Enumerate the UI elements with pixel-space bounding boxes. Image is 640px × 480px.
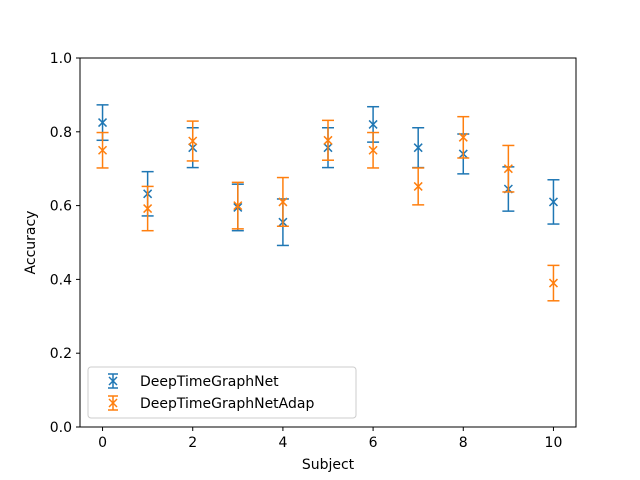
x-tick-label: 2 [188, 435, 197, 451]
data-point [233, 201, 243, 211]
data-point [143, 204, 153, 214]
data-point [278, 197, 288, 207]
data-point [548, 197, 558, 207]
data-point [413, 181, 423, 191]
series-1 [96, 115, 560, 302]
legend-item: DeepTimeGraphNetAdap [108, 395, 314, 412]
y-axis-label: Accuracy [23, 211, 39, 275]
x-tick-label: 8 [459, 435, 468, 451]
data-point [368, 145, 378, 155]
legend-label: DeepTimeGraphNet [140, 374, 279, 390]
x-tick-label: 10 [545, 435, 563, 451]
data-point [98, 145, 108, 155]
data-point [188, 136, 198, 146]
y-tick-label: 0.4 [50, 272, 72, 288]
y-tick-label: 0.8 [50, 125, 72, 141]
x-tick-label: 6 [369, 435, 378, 451]
legend-box [87, 366, 357, 419]
y-tick-label: 0.2 [50, 346, 72, 362]
legend-marker [108, 376, 118, 386]
data-point [503, 164, 513, 174]
data-point [323, 135, 333, 145]
y-tick-label: 1.0 [50, 51, 72, 67]
y-tick-label: 0.0 [50, 420, 72, 436]
data-point [98, 118, 108, 128]
x-axis: 0 2 4 6 8 10 [98, 427, 562, 451]
x-tick-label: 4 [278, 435, 287, 451]
x-tick-label: 0 [98, 435, 107, 451]
data-point [368, 119, 378, 129]
data-point [548, 278, 558, 288]
data-point [413, 143, 423, 153]
legend-item: DeepTimeGraphNet [108, 373, 279, 390]
legend-label: DeepTimeGraphNetAdap [140, 396, 314, 412]
plot-frame [79, 57, 577, 428]
plot-marks [96, 104, 560, 302]
legend-marker [108, 398, 118, 408]
data-point [458, 132, 468, 142]
y-axis: 0.0 0.2 0.4 0.6 0.8 1.0 [50, 51, 80, 436]
x-axis-label: Subject [302, 457, 355, 473]
legend: DeepTimeGraphNet DeepTimeGraphNetAdap [87, 366, 357, 419]
y-tick-label: 0.6 [50, 199, 72, 215]
